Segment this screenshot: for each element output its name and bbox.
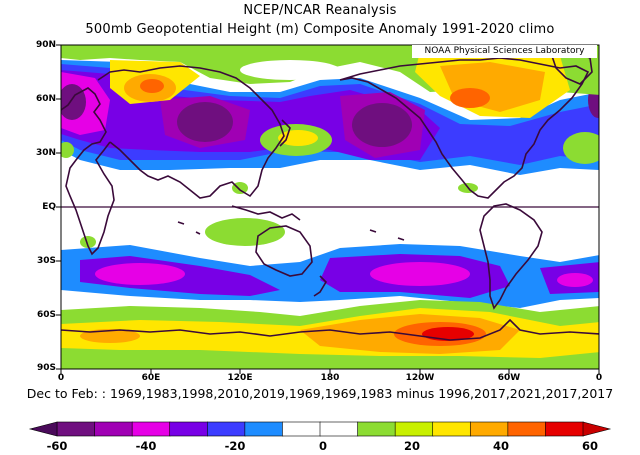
colorbar-cell — [469, 421, 509, 437]
lon-label-180: 180 — [320, 373, 340, 383]
sh-magenta-2 — [370, 262, 470, 286]
canada-ridge-core — [450, 88, 490, 108]
colorbar-cell — [169, 421, 208, 437]
japan-ridge-yellow — [278, 130, 318, 146]
asia-coast — [97, 65, 285, 199]
n-africa-green — [61, 142, 74, 158]
colorbar-cell — [545, 421, 584, 437]
lat-label-90n: 90N — [35, 40, 56, 50]
colorbar-cell — [357, 421, 396, 437]
colorbar-max-arrow — [582, 421, 612, 437]
lon-label-60e: 60E — [141, 373, 161, 383]
australia-coast — [255, 225, 313, 277]
colorbar-cell — [319, 421, 359, 437]
colorbar-cell — [56, 421, 96, 437]
lon-label-120w: 120W — [405, 373, 435, 383]
colorbar-cells — [28, 421, 612, 437]
colorbar — [28, 421, 612, 437]
sh-magenta-1 — [95, 263, 185, 285]
africa-europe-coast — [61, 87, 115, 256]
colorbar-cell — [282, 421, 321, 437]
anomaly-map — [56, 44, 600, 374]
colorbar-label-m40: -40 — [135, 439, 157, 453]
lon-label-0-east: 0 — [595, 373, 603, 383]
south-america-coast — [479, 203, 543, 310]
siberia-trough-core — [177, 102, 233, 142]
colorbar-min-arrow — [28, 421, 58, 437]
colorbar-cell — [206, 421, 246, 437]
colorbar-cell — [244, 421, 284, 437]
arctic-white-gap — [240, 60, 340, 80]
africa-green — [80, 236, 96, 248]
lon-label-0: 0 — [57, 373, 65, 383]
siberia-ridge-core — [140, 79, 164, 93]
lon-label-120e: 120E — [227, 373, 253, 383]
anomaly-shading — [61, 45, 599, 369]
coastlines — [61, 51, 599, 341]
antarctica-coast — [61, 318, 599, 341]
sh-magenta-3 — [557, 273, 593, 287]
colorbar-label-60: 60 — [581, 439, 598, 453]
pacific-trough-core — [352, 103, 412, 147]
lon-label-60w: 60W — [497, 373, 521, 383]
se-indian-green — [205, 218, 285, 246]
colorbar-cell — [432, 421, 471, 437]
japan-coast — [279, 119, 291, 147]
atlantic-trough-core — [61, 84, 86, 120]
north-america-coast — [339, 57, 590, 199]
chart-subtitle: 500mb Geopotential Height (m) Composite … — [85, 22, 555, 37]
colorbar-cell — [131, 421, 171, 437]
composite-years-caption: Dec to Feb: : 1969,1983,1998,2010,2019,1… — [26, 386, 614, 401]
newzealand-coast — [313, 275, 328, 297]
credit-label: NOAA Physical Sciences Laboratory — [412, 45, 597, 58]
chart-title: NCEP/NCAR Reanalysis — [243, 3, 397, 18]
colorbar-cell — [394, 421, 434, 437]
lat-label-30n: 30N — [35, 148, 56, 158]
colorbar-cell — [94, 421, 133, 437]
lat-label-60n: 60N — [35, 94, 56, 104]
axis-ticks — [56, 44, 600, 374]
lat-label-60s: 60S — [36, 310, 56, 320]
antarctic-orange-west — [80, 329, 140, 343]
colorbar-cell — [507, 421, 547, 437]
colorbar-label-m20: -20 — [224, 439, 246, 453]
colorbar-label-0: 0 — [318, 439, 327, 453]
atlantic-positive-green — [563, 132, 599, 164]
lat-label-90s: 90S — [36, 363, 56, 373]
colorbar-label-m60: -60 — [46, 439, 68, 453]
indonesia-coast — [231, 205, 301, 221]
lat-label-eq: EQ — [42, 202, 56, 212]
colorbar-label-20: 20 — [403, 439, 420, 453]
lat-label-30s: 30S — [36, 256, 56, 266]
colorbar-label-40: 40 — [492, 439, 509, 453]
eq-islands — [177, 221, 405, 241]
